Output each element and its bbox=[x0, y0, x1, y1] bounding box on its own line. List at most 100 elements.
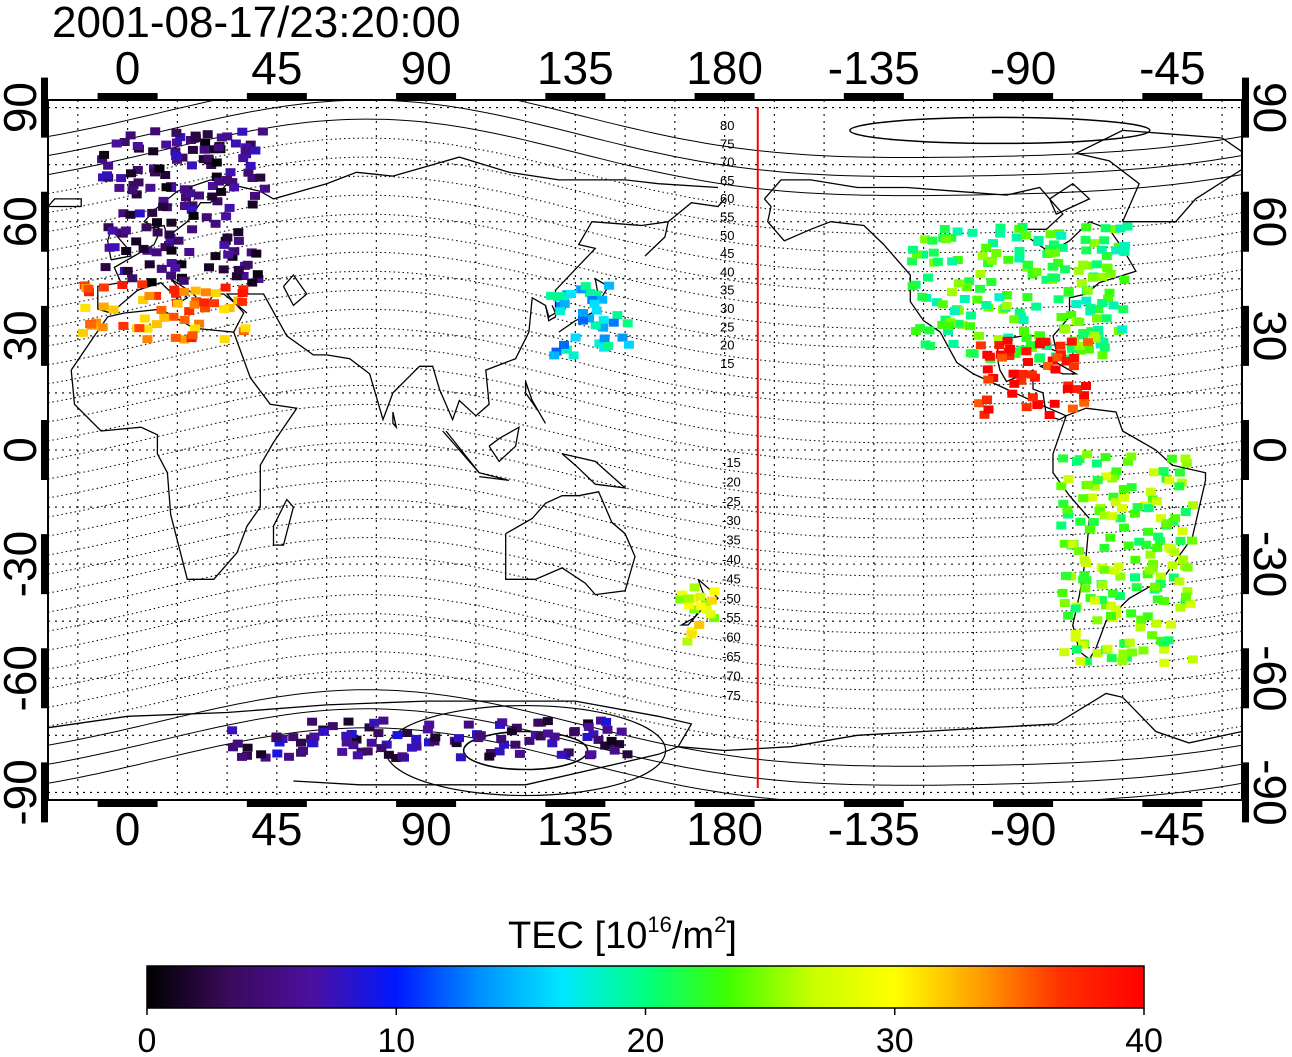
tec-cell bbox=[514, 749, 525, 758]
tec-cell bbox=[689, 583, 700, 592]
tec-cell bbox=[1119, 247, 1130, 256]
tec-cell bbox=[1059, 599, 1070, 607]
coastline-indonesia2 bbox=[479, 472, 510, 482]
frame-bar-bottom bbox=[993, 800, 1054, 807]
tec-cell bbox=[1084, 525, 1095, 534]
tec-cell bbox=[168, 312, 179, 321]
tec-cell bbox=[1185, 600, 1196, 609]
tec-cell bbox=[974, 331, 984, 340]
tec-cell bbox=[199, 145, 210, 154]
tec-cell bbox=[430, 733, 441, 742]
tec-cell bbox=[1188, 501, 1198, 510]
tec-cell bbox=[125, 210, 136, 219]
colorbar-tick-label: 30 bbox=[876, 1022, 914, 1057]
tec-cell bbox=[151, 291, 162, 300]
tec-cell bbox=[1093, 325, 1104, 334]
tec-cell bbox=[995, 223, 1006, 232]
tec-cell bbox=[1059, 539, 1070, 548]
tec-cell bbox=[454, 734, 464, 743]
tec-cell bbox=[144, 260, 155, 269]
tec-cell bbox=[180, 202, 190, 210]
coastline-borneo bbox=[488, 425, 520, 463]
contour-label: -15 bbox=[722, 455, 741, 470]
tec-cell bbox=[103, 161, 114, 170]
tec-cell bbox=[1081, 223, 1092, 232]
tec-cell bbox=[142, 324, 153, 333]
tec-cell bbox=[1153, 532, 1164, 541]
tec-cell bbox=[1088, 518, 1099, 526]
lon-tick-label-top: 45 bbox=[251, 42, 302, 94]
tec-cell bbox=[202, 130, 213, 139]
tec-cell bbox=[1070, 629, 1081, 638]
lon-tick-label-bottom: -45 bbox=[1139, 803, 1205, 855]
tec-cell bbox=[1076, 279, 1087, 288]
tec-cell bbox=[1123, 541, 1134, 550]
tec-cell bbox=[151, 248, 162, 257]
tec-cell bbox=[995, 229, 1006, 238]
contour-label: -40 bbox=[722, 552, 741, 567]
tec-cell bbox=[583, 722, 594, 731]
tec-cell bbox=[250, 146, 261, 155]
tec-cell bbox=[1014, 224, 1025, 233]
tec-cell bbox=[1096, 596, 1107, 604]
tec-cell bbox=[383, 750, 394, 759]
coastline-antarctica bbox=[48, 692, 1242, 752]
tec-cell bbox=[154, 164, 165, 173]
tec-cell bbox=[190, 286, 201, 295]
frame-bar-right bbox=[1242, 534, 1249, 595]
tec-cell bbox=[209, 299, 220, 308]
tec-cell bbox=[1048, 240, 1059, 249]
lon-tick-label-top: 180 bbox=[686, 42, 763, 94]
frame-bar-bottom bbox=[97, 800, 158, 807]
tec-cell bbox=[1099, 236, 1110, 245]
tec-cell bbox=[260, 184, 270, 193]
tec-cell bbox=[1089, 482, 1100, 491]
tec-cell bbox=[602, 725, 613, 734]
tec-cell bbox=[1130, 573, 1140, 582]
tec-cell bbox=[1181, 592, 1191, 601]
tec-cell bbox=[982, 365, 993, 374]
tec-cell bbox=[127, 274, 138, 283]
tec-cell bbox=[1045, 244, 1056, 253]
tec-cell bbox=[1166, 454, 1177, 463]
tec-cell bbox=[928, 248, 939, 257]
coastline-baffin bbox=[1049, 182, 1091, 215]
tec-cell bbox=[1074, 546, 1084, 555]
tec-cell bbox=[547, 739, 558, 748]
magnetic-contour bbox=[48, 594, 1242, 672]
tec-cell bbox=[223, 250, 234, 259]
tec-cell bbox=[231, 272, 242, 281]
tec-cell bbox=[1117, 325, 1128, 334]
tec-cell bbox=[1174, 482, 1185, 491]
tec-cell bbox=[220, 283, 231, 292]
lon-tick-label-top: 135 bbox=[537, 42, 614, 94]
tec-cell bbox=[1047, 262, 1058, 271]
magnetic-contour bbox=[48, 651, 1242, 729]
tec-cell bbox=[586, 750, 597, 759]
frame-bar-bottom bbox=[843, 800, 904, 807]
tec-cell bbox=[910, 327, 921, 336]
tec-cell bbox=[1141, 540, 1152, 549]
tec-cell bbox=[166, 218, 177, 227]
tec-cell bbox=[201, 213, 212, 222]
tec-cell bbox=[170, 147, 181, 156]
tec-cell bbox=[542, 717, 553, 726]
contour-label: 40 bbox=[720, 264, 734, 279]
tec-cell bbox=[173, 236, 184, 245]
tec-cell bbox=[229, 183, 240, 192]
tec-cell bbox=[131, 237, 142, 246]
coastline-iceland bbox=[48, 198, 82, 208]
tec-cell bbox=[230, 139, 241, 148]
tec-cell bbox=[210, 252, 221, 261]
tec-cell bbox=[965, 311, 976, 320]
tec-cell bbox=[578, 309, 588, 317]
tec-cell bbox=[1019, 326, 1029, 335]
tec-cell bbox=[337, 747, 348, 756]
tec-cell bbox=[341, 738, 352, 747]
magnetic-contour bbox=[48, 100, 1242, 178]
tec-cell bbox=[187, 201, 198, 210]
tec-cell bbox=[1081, 246, 1092, 255]
tec-cell bbox=[1079, 571, 1090, 580]
contour-label: 75 bbox=[720, 136, 734, 151]
magnetic-contour bbox=[48, 442, 1242, 520]
